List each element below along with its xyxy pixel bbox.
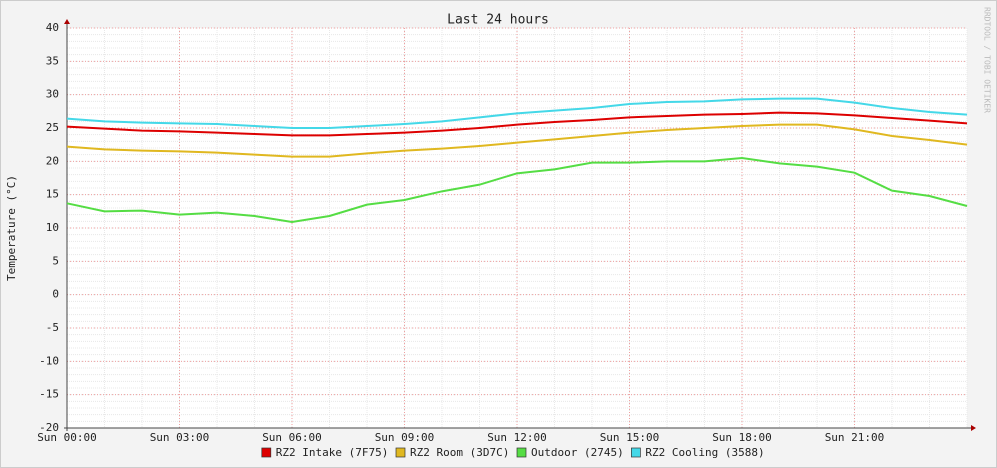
watermark: RRDTOOL / TOBI OETIKER — [983, 7, 992, 113]
x-tick-label: Sun 15:00 — [600, 431, 660, 444]
axis-arrow — [64, 19, 70, 24]
y-tick-label: 35 — [46, 54, 59, 67]
y-tick-label: 0 — [52, 288, 59, 301]
y-tick-label: 40 — [46, 21, 59, 34]
chart-title: Last 24 hours — [447, 13, 549, 28]
x-tick-label: Sun 21:00 — [825, 431, 885, 444]
y-tick-label: 15 — [46, 188, 59, 201]
legend-swatch — [261, 447, 272, 458]
y-tick-label: 25 — [46, 121, 59, 134]
legend-label: RZ2 Intake (7F75) — [276, 446, 389, 459]
series-line — [66, 111, 968, 137]
legend-label: RZ2 Room (3D7C) — [410, 446, 509, 459]
y-tick-label: -5 — [46, 321, 59, 334]
series-line — [66, 123, 968, 158]
y-tick-label: 30 — [46, 88, 59, 101]
y-axis-label: Temperature (°C) — [5, 175, 18, 281]
y-tick-label: 20 — [46, 154, 59, 167]
y-tick-label: 10 — [46, 221, 59, 234]
x-tick-label: Sun 09:00 — [375, 431, 435, 444]
series-line — [66, 97, 968, 129]
y-tick-label: 5 — [52, 254, 59, 267]
legend-swatch — [516, 447, 527, 458]
y-tick-label: -10 — [39, 354, 59, 367]
x-tick-label: Sun 06:00 — [262, 431, 322, 444]
legend-label: Outdoor (2745) — [531, 446, 624, 459]
y-tick-label: -15 — [39, 388, 59, 401]
legend-label: RZ2 Cooling (3588) — [645, 446, 764, 459]
legend-swatch — [395, 447, 406, 458]
y-tick-label: -20 — [39, 421, 59, 434]
x-tick-label: Sun 12:00 — [487, 431, 547, 444]
x-tick-label: Sun 18:00 — [712, 431, 772, 444]
axis-arrow — [971, 425, 976, 431]
x-tick-label: Sun 03:00 — [150, 431, 210, 444]
series-line — [66, 156, 968, 224]
x-tick-label: Sun 00:00 — [37, 431, 97, 444]
legend-swatch — [631, 447, 641, 458]
